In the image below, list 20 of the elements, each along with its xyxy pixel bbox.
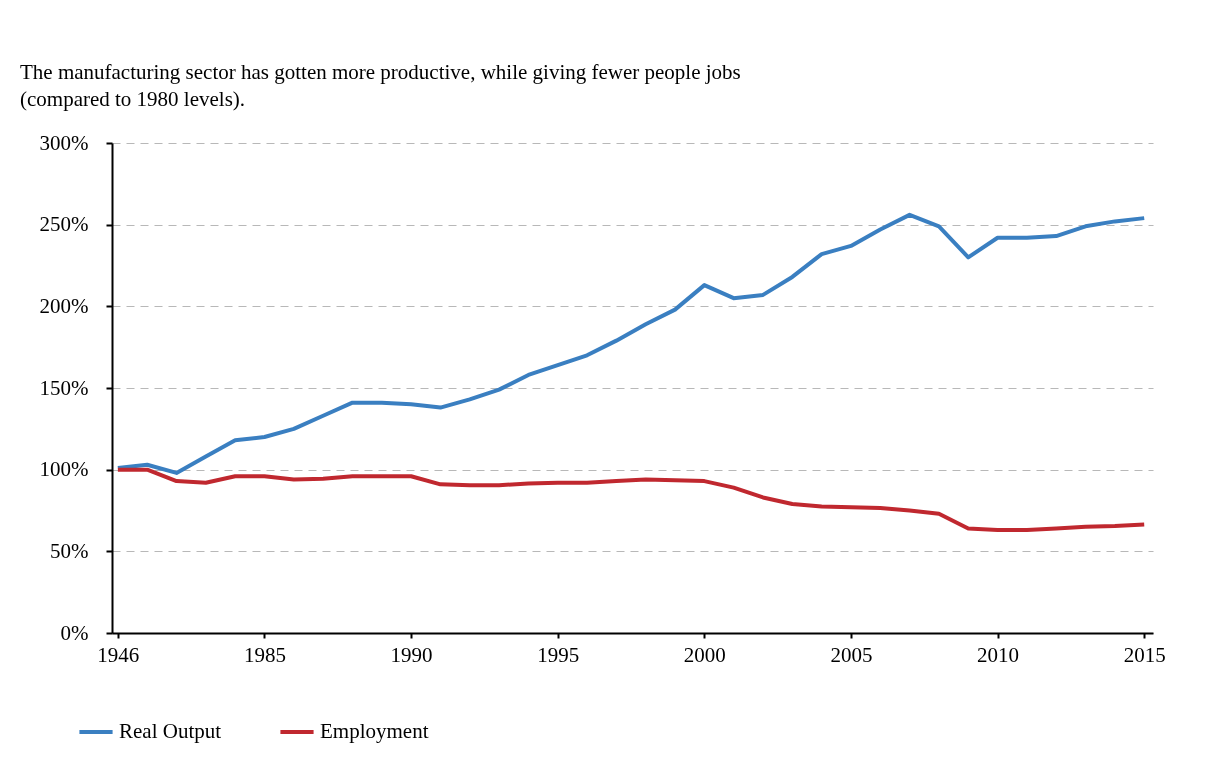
x-tick-label: 1946 xyxy=(97,642,140,667)
y-tick-label: 100% xyxy=(39,457,89,482)
line-series xyxy=(115,212,1147,475)
x-tick-label: 1995 xyxy=(537,642,580,667)
x-tick-label: 1985 xyxy=(243,642,286,667)
line-series xyxy=(115,467,1147,533)
chart-title: The manufacturing sector has gotten more productive, while giving fewer people jobs (compared to 1980 levels). xyxy=(20,60,741,111)
x-tick-label: 2000 xyxy=(683,642,726,667)
y-tick-label: 150% xyxy=(39,375,89,400)
x-tick-label: 2010 xyxy=(977,642,1020,667)
x-tick-label: 1990 xyxy=(390,642,433,667)
y-tick-label: 200% xyxy=(39,293,89,318)
y-tick-label: 300% xyxy=(39,130,89,155)
x-tick-label: 2005 xyxy=(830,642,873,667)
y-tick-label: 50% xyxy=(50,538,89,563)
legend-label: Real Output xyxy=(119,719,222,743)
x-tick-label: 2015 xyxy=(1123,642,1166,667)
legend-label: Employment xyxy=(320,719,429,743)
y-tick-label: 250% xyxy=(39,212,89,237)
y-tick-label: 0% xyxy=(60,620,89,645)
